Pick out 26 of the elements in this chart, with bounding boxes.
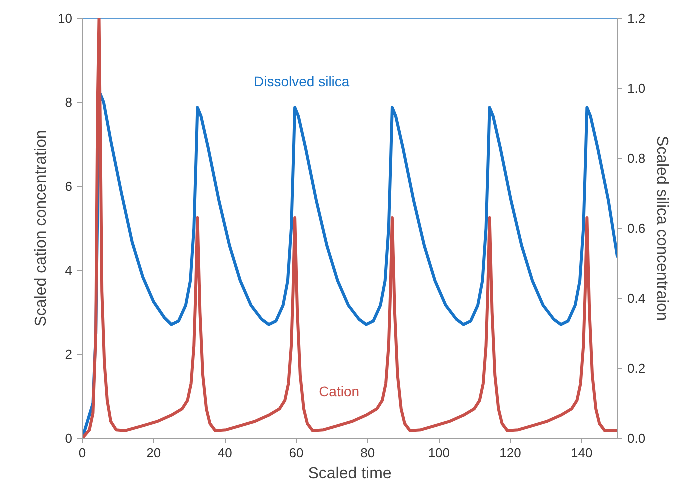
x-tick-label: 100 [428,446,450,460]
y-tick-label: 8 [65,95,73,110]
x-tick-label: 80 [360,446,376,460]
y-tick-label: 2 [65,347,73,362]
y2-tick-label: 0.4 [628,291,646,306]
x-tick-label: 60 [289,446,304,460]
y2-tick-label: 0.8 [628,151,646,166]
y2-tick-label: 1.0 [628,81,646,96]
y2-tick-label: 0.2 [628,361,646,376]
y2-tick-label: 1.2 [628,11,646,26]
x-tick-label: 140 [570,446,593,460]
y-tick-label: 6 [65,179,73,194]
y2-tick-label: 0.0 [628,431,646,446]
x-tick-label: 0 [78,446,86,460]
y-tick-label: 0 [65,431,73,446]
x-tick-label: 40 [218,446,232,460]
y-axis-title: Scaled cation concentration [33,130,50,327]
y2-tick-label: 0.6 [628,221,646,236]
y-tick-label: 10 [58,11,73,26]
x-tick-label: 20 [146,446,162,460]
series-label: Cation [319,383,360,400]
y-tick-label: 4 [65,263,73,278]
x-axis-title: Scaled time [308,466,392,482]
y2-axis-title: Scaled silica concentraion [654,136,671,322]
x-tick-label: 120 [500,446,522,460]
series-label: Dissolved silica [254,74,350,90]
